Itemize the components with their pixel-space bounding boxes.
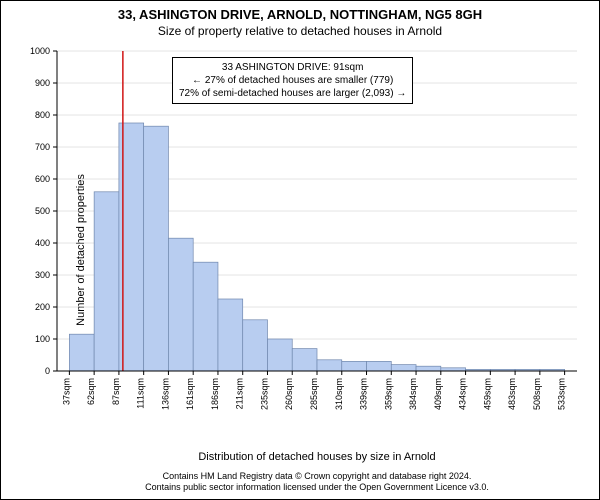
svg-text:100: 100 <box>35 334 50 344</box>
svg-text:508sqm: 508sqm <box>532 378 542 410</box>
chart-svg: 0100200300400500600700800900100037sqm62s… <box>57 51 577 421</box>
bar <box>416 366 441 371</box>
svg-text:0: 0 <box>45 366 50 376</box>
annotation-line2: ← 27% of detached houses are smaller (77… <box>179 74 406 87</box>
svg-text:359sqm: 359sqm <box>383 378 393 410</box>
chart-title: 33, ASHINGTON DRIVE, ARNOLD, NOTTINGHAM,… <box>1 7 599 22</box>
footer-line1: Contains HM Land Registry data © Crown c… <box>163 471 472 481</box>
svg-text:483sqm: 483sqm <box>507 378 517 410</box>
bar <box>391 365 416 371</box>
bar <box>267 339 292 371</box>
bar <box>243 320 268 371</box>
svg-text:300: 300 <box>35 270 50 280</box>
svg-text:87sqm: 87sqm <box>111 378 121 405</box>
bar <box>69 334 94 371</box>
svg-text:235sqm: 235sqm <box>259 378 269 410</box>
svg-text:500: 500 <box>35 206 50 216</box>
svg-text:400: 400 <box>35 238 50 248</box>
footer-line2: Contains public sector information licen… <box>145 482 489 492</box>
svg-text:260sqm: 260sqm <box>284 378 294 410</box>
bar <box>168 238 193 371</box>
chart-container: 33, ASHINGTON DRIVE, ARNOLD, NOTTINGHAM,… <box>0 0 600 500</box>
svg-text:310sqm: 310sqm <box>334 378 344 410</box>
bar <box>144 126 169 371</box>
svg-text:37sqm: 37sqm <box>61 378 71 405</box>
bar <box>193 262 218 371</box>
svg-text:434sqm: 434sqm <box>458 378 468 410</box>
svg-text:600: 600 <box>35 174 50 184</box>
chart-subtitle: Size of property relative to detached ho… <box>1 24 599 38</box>
svg-text:136sqm: 136sqm <box>160 378 170 410</box>
svg-text:1000: 1000 <box>30 46 50 56</box>
footer: Contains HM Land Registry data © Crown c… <box>57 471 577 493</box>
bar <box>342 361 367 371</box>
svg-text:285sqm: 285sqm <box>309 378 319 410</box>
x-axis-label: Distribution of detached houses by size … <box>57 451 577 463</box>
bar <box>94 192 119 371</box>
svg-text:900: 900 <box>35 78 50 88</box>
bar <box>292 349 317 371</box>
svg-text:186sqm: 186sqm <box>210 378 220 410</box>
svg-text:700: 700 <box>35 142 50 152</box>
svg-text:200: 200 <box>35 302 50 312</box>
plot-area: 0100200300400500600700800900100037sqm62s… <box>57 51 577 421</box>
svg-text:800: 800 <box>35 110 50 120</box>
svg-text:161sqm: 161sqm <box>185 378 195 410</box>
svg-text:459sqm: 459sqm <box>482 378 492 410</box>
bar <box>367 361 392 371</box>
annotation-line3: 72% of semi-detached houses are larger (… <box>179 87 406 100</box>
bar <box>317 360 342 371</box>
svg-text:339sqm: 339sqm <box>359 378 369 410</box>
svg-text:111sqm: 111sqm <box>136 378 146 409</box>
annotation-line1: 33 ASHINGTON DRIVE: 91sqm <box>179 61 406 74</box>
annotation-box: 33 ASHINGTON DRIVE: 91sqm ← 27% of detac… <box>172 57 413 104</box>
svg-text:384sqm: 384sqm <box>408 378 418 410</box>
svg-text:62sqm: 62sqm <box>86 378 96 405</box>
svg-text:409sqm: 409sqm <box>433 378 443 410</box>
svg-text:211sqm: 211sqm <box>235 378 245 409</box>
svg-text:533sqm: 533sqm <box>557 378 567 410</box>
bar <box>218 299 243 371</box>
